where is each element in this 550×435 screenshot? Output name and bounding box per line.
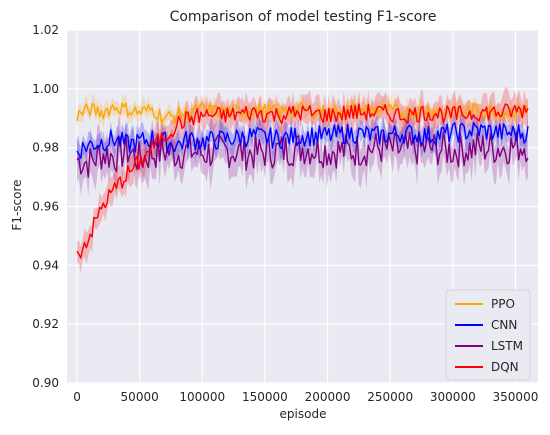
y-tick-label: 1.00 bbox=[32, 82, 59, 96]
x-tick-label: 350000 bbox=[493, 390, 539, 404]
x-tick-label: 100000 bbox=[179, 390, 225, 404]
y-tick-label: 0.92 bbox=[32, 317, 59, 331]
y-tick-label: 0.90 bbox=[32, 376, 59, 390]
y-tick-label: 1.02 bbox=[32, 23, 59, 37]
band-dqn bbox=[77, 87, 528, 274]
x-tick-label: 0 bbox=[73, 390, 81, 404]
legend-label-lstm: LSTM bbox=[491, 339, 523, 353]
series-line-dqn bbox=[76, 103, 529, 259]
legend-box bbox=[445, 289, 531, 381]
chart-title: Comparison of model testing F1-score bbox=[170, 9, 437, 25]
x-tick-label: 150000 bbox=[242, 390, 288, 404]
y-tick-label: 0.98 bbox=[32, 141, 59, 155]
series-line-cnn bbox=[76, 122, 529, 159]
x-tick-label: 200000 bbox=[305, 390, 351, 404]
legend-label-cnn: CNN bbox=[491, 318, 517, 332]
legend: PPO CNN LSTM DQN bbox=[445, 289, 531, 381]
y-axis-ticks: 0.90 0.92 0.94 0.96 0.98 1.00 1.02 bbox=[32, 23, 59, 390]
series-line-lstm bbox=[76, 131, 529, 178]
series-lines bbox=[76, 101, 529, 259]
x-tick-label: 300000 bbox=[430, 390, 476, 404]
y-tick-label: 0.96 bbox=[32, 200, 59, 214]
y-tick-label: 0.94 bbox=[32, 258, 59, 272]
legend-label-ppo: PPO bbox=[491, 297, 515, 311]
x-tick-label: 50000 bbox=[121, 390, 159, 404]
legend-label-dqn: DQN bbox=[491, 360, 519, 374]
x-axis-ticks: 0 50000 100000 150000 200000 250000 300000 3500… bbox=[73, 390, 538, 404]
x-axis-label: episode bbox=[280, 407, 327, 421]
x-tick-label: 250000 bbox=[367, 390, 413, 404]
y-axis-label: F1-score bbox=[10, 179, 24, 230]
